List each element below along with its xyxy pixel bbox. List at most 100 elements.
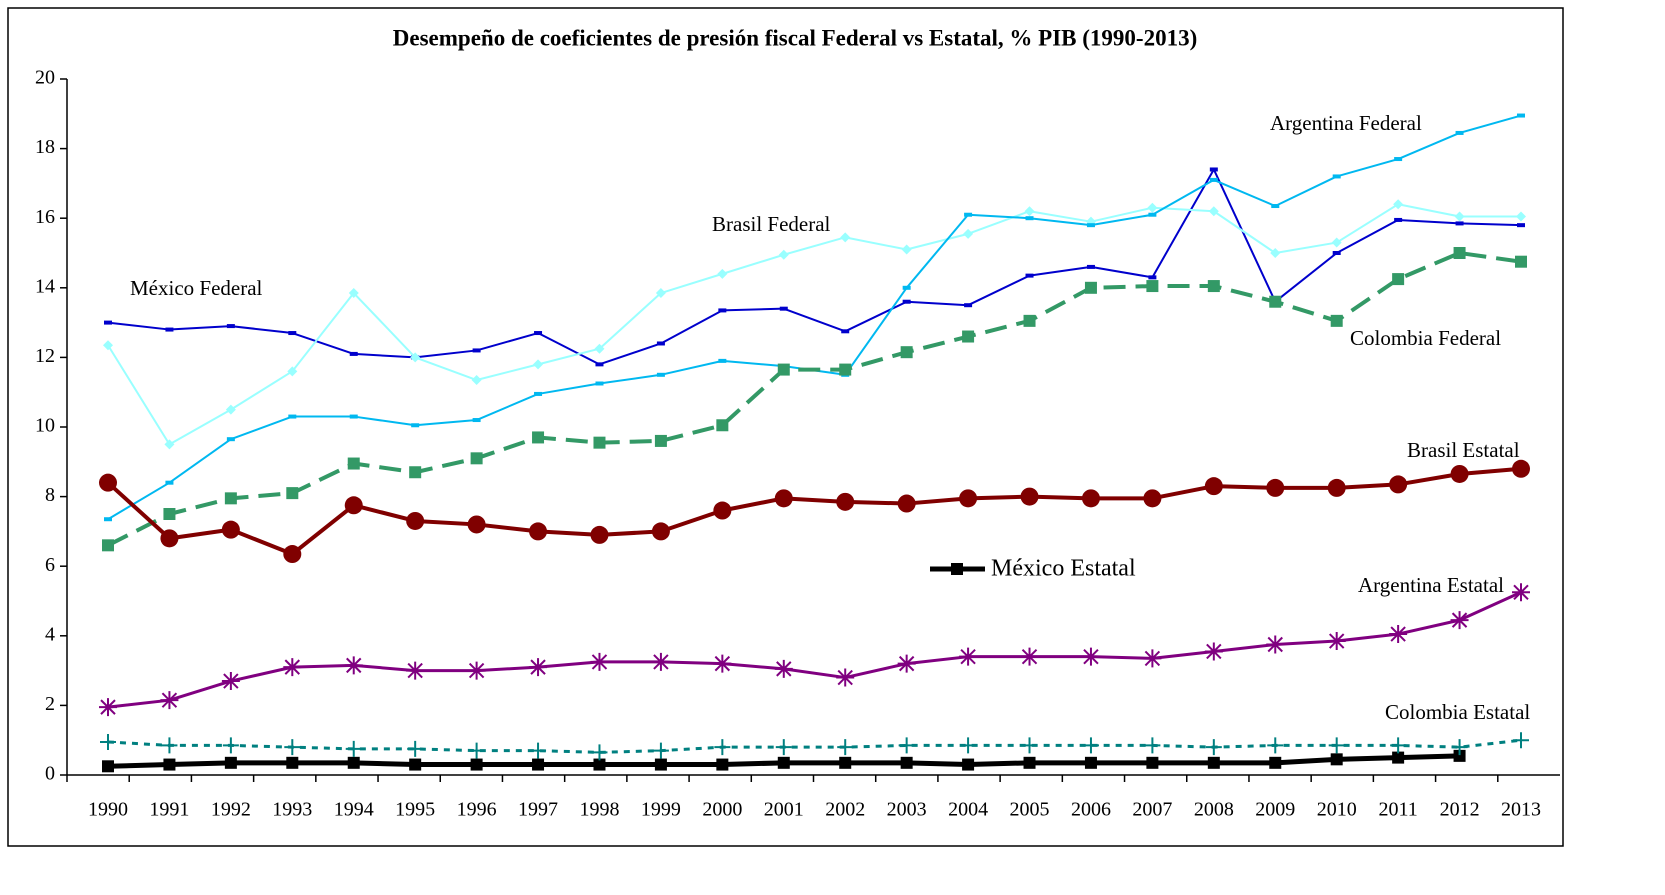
marker [593, 436, 606, 449]
marker [1330, 314, 1343, 327]
marker [102, 760, 114, 773]
legend-label: México Estatal [991, 556, 1136, 582]
y-tick-label: 18 [35, 136, 55, 158]
series-line [107, 590, 1522, 709]
marker [777, 363, 790, 376]
marker [529, 658, 548, 677]
marker [1023, 314, 1036, 327]
marker [1516, 211, 1526, 222]
marker [779, 306, 788, 311]
marker [1082, 737, 1099, 754]
x-tick-label: 2011 [1378, 799, 1417, 821]
marker [1143, 489, 1162, 508]
marker [837, 739, 854, 756]
marker [472, 418, 481, 423]
marker [534, 331, 543, 336]
marker [222, 737, 239, 754]
marker [1270, 248, 1281, 258]
x-tick-label: 2012 [1440, 799, 1480, 821]
series [104, 167, 1525, 367]
marker [1207, 756, 1220, 769]
marker [1025, 216, 1034, 221]
marker [164, 439, 175, 450]
marker [962, 330, 975, 343]
marker [1146, 280, 1159, 293]
x-tick-label: 1996 [457, 799, 497, 821]
marker [406, 511, 425, 530]
marker [283, 658, 302, 677]
marker [160, 529, 179, 548]
marker [286, 487, 299, 500]
x-tick-label: 1991 [149, 799, 189, 821]
marker [1515, 255, 1527, 268]
marker [964, 303, 973, 308]
marker [595, 362, 604, 367]
y-tick-label: 2 [45, 693, 55, 715]
marker [1332, 174, 1341, 179]
marker [104, 320, 112, 325]
x-tick-label: 2008 [1194, 799, 1234, 821]
x-tick-label: 2013 [1501, 799, 1541, 821]
marker [901, 244, 912, 255]
series-line [107, 168, 1522, 366]
marker [1023, 756, 1036, 769]
marker [467, 661, 486, 680]
marker [1269, 295, 1282, 308]
marker [347, 457, 360, 470]
marker [839, 363, 852, 376]
series-label: Brasil Estatal [1407, 438, 1520, 462]
marker [1025, 273, 1034, 278]
marker [1331, 237, 1342, 248]
marker [1143, 649, 1162, 668]
series-label: Colombia Federal [1350, 326, 1501, 350]
y-tick-label: 8 [45, 484, 55, 506]
marker [161, 737, 178, 754]
marker [283, 545, 302, 564]
chart-frame [7, 7, 1564, 847]
marker [593, 758, 606, 771]
marker [471, 375, 482, 386]
marker [713, 654, 732, 673]
marker [411, 423, 420, 428]
marker [836, 668, 855, 687]
marker [1204, 642, 1223, 661]
marker [717, 268, 728, 279]
x-tick-label: 2005 [1010, 799, 1050, 821]
marker [1081, 647, 1100, 666]
series-line [107, 251, 1522, 548]
marker [1208, 206, 1219, 217]
marker [1266, 478, 1285, 497]
marker [652, 742, 669, 759]
marker [1147, 202, 1158, 213]
marker [1271, 204, 1280, 209]
chart-title: Desempeño de coeficientes de presión fis… [393, 25, 1197, 50]
marker [902, 285, 911, 290]
marker [1454, 211, 1465, 222]
marker [1266, 635, 1285, 654]
marker [1084, 281, 1097, 294]
marker [654, 758, 667, 771]
x-tick-label: 1997 [518, 799, 558, 821]
marker [1389, 475, 1408, 494]
marker [349, 414, 358, 419]
marker [713, 501, 732, 520]
marker [1453, 749, 1466, 762]
marker [1451, 739, 1468, 756]
marker [1024, 206, 1035, 217]
marker [99, 473, 117, 492]
marker [409, 466, 422, 479]
marker [900, 756, 913, 769]
marker [344, 656, 363, 675]
marker [1332, 251, 1341, 255]
marker [472, 348, 481, 353]
marker [348, 288, 359, 299]
series-line [107, 738, 1522, 754]
marker [651, 522, 670, 541]
marker [1327, 632, 1346, 651]
marker [590, 652, 609, 671]
marker [1392, 273, 1405, 286]
marker [100, 733, 116, 750]
marker [959, 647, 978, 666]
marker [839, 756, 852, 769]
marker [1081, 489, 1100, 508]
